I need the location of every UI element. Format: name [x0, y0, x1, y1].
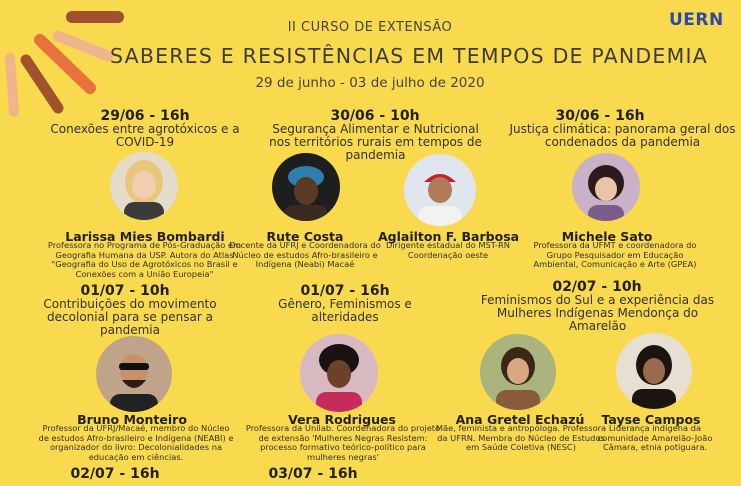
- session-topic: Gênero, Feminismos e alteridades: [278, 297, 412, 324]
- speaker-name: Bruno Monteiro: [77, 412, 187, 427]
- speaker-name: Rute Costa: [266, 229, 344, 244]
- session-date: 02/07 - 16h: [70, 466, 160, 482]
- speaker-name: Tayse Campos: [601, 412, 701, 427]
- speaker-photo: [404, 154, 476, 226]
- speaker-photo: [480, 334, 556, 410]
- speaker-name: Larissa Mies Bombardi: [65, 229, 225, 244]
- speaker-name: Aglailton F. Barbosa: [378, 229, 520, 244]
- session-topic: Segurança Alimentar e Nutricional nos te…: [269, 122, 482, 162]
- event-dates: 29 de junho - 03 de julho de 2020: [255, 75, 485, 91]
- speaker-description: Docente da UFRJ e Coordenadora do Núcleo…: [229, 240, 381, 269]
- uern-logo: UERN: [669, 10, 724, 30]
- session-date: 02/07 - 10h: [552, 279, 642, 295]
- speaker-description: Professor da UFRJ/Macaé, membro do Núcle…: [38, 423, 234, 462]
- session-topic: Contribuições do movimento decolonial pa…: [43, 297, 217, 337]
- session-topic: Conexões entre agrotóxicos e a COVID-19: [50, 122, 240, 149]
- speaker-description: Professora da Unilab. Coordenadora do pr…: [245, 423, 441, 462]
- speaker-photo: [272, 153, 340, 221]
- session-date: 29/06 - 16h: [100, 108, 190, 124]
- speaker-photo: [110, 152, 178, 220]
- speaker-name: Vera Rodrigues: [288, 412, 396, 427]
- speaker-description: Professora no Programa de Pós-Graduação …: [47, 240, 242, 279]
- speaker-photo: [616, 333, 692, 409]
- speaker-name: Ana Gretel Echazú: [455, 412, 585, 427]
- speaker-name: Michele Sato: [561, 229, 653, 244]
- speaker-description: Liderança indígena da comunidade Amarelã…: [597, 423, 713, 452]
- session-date: 30/06 - 16h: [555, 108, 645, 124]
- course-subtitle: II CURSO DE EXTENSÃO: [287, 20, 453, 35]
- speaker-description: Mãe, feminista e antropóloga. Professora…: [435, 423, 607, 452]
- speaker-photo: [572, 153, 640, 221]
- session-date: 30/06 - 10h: [330, 108, 420, 124]
- event-title: SABERES E RESISTÊNCIAS EM TEMPOS DE PAND…: [110, 44, 708, 68]
- session-topic: Feminismos do Sul e a experiência das Mu…: [480, 293, 715, 333]
- session-date: 03/07 - 16h: [268, 466, 358, 482]
- sun-rays-decoration: [5, 11, 124, 117]
- speaker-photo: [300, 334, 378, 412]
- speaker-photo: [96, 336, 172, 412]
- session-date: 01/07 - 10h: [80, 283, 170, 299]
- session-date: 01/07 - 16h: [300, 283, 390, 299]
- speaker-description: Dirigente estadual do MST-RN Coordenação…: [385, 240, 511, 260]
- speaker-description: Professora da UFMT e coordenadora do Gru…: [533, 240, 697, 269]
- session-topic: Justiça climática: panorama geral dos co…: [509, 122, 736, 149]
